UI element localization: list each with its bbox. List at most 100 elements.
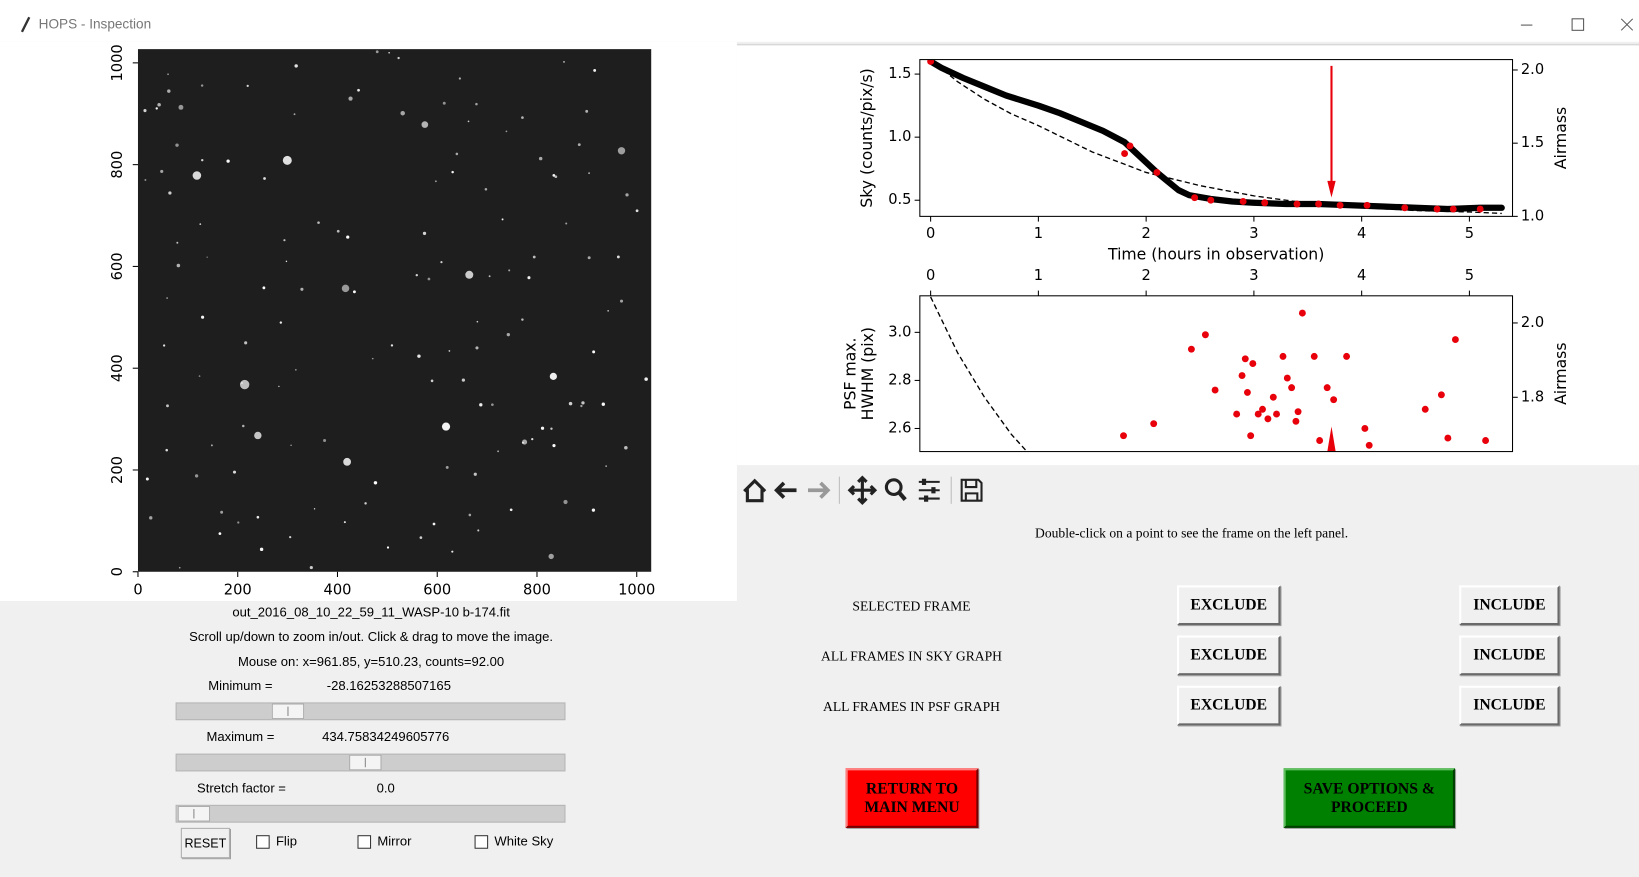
data-point	[1273, 411, 1280, 418]
exclude-button[interactable]: EXCLUDE	[1177, 636, 1280, 676]
star	[475, 346, 478, 349]
minimum-label: Minimum =	[208, 678, 272, 693]
data-point	[1295, 408, 1302, 415]
x-axis-label: Time (hours in observation)	[1107, 245, 1324, 264]
star	[502, 218, 504, 220]
x-tick-label: 4	[1357, 225, 1366, 242]
y-axis-label: PSF max.	[840, 337, 859, 409]
star	[280, 321, 282, 323]
star	[149, 516, 152, 519]
star	[521, 318, 523, 320]
star	[144, 179, 146, 181]
star	[376, 50, 379, 53]
reset-button[interactable]: RESET	[181, 828, 230, 858]
star	[247, 85, 249, 87]
star	[166, 297, 168, 299]
exclude-button[interactable]: EXCLUDE	[1177, 686, 1280, 726]
checkbox-label: Mirror	[377, 834, 411, 849]
star	[353, 290, 356, 293]
y-tick-label: 0	[109, 567, 126, 576]
window-title: HOPS - Inspection	[39, 17, 151, 32]
data-point	[1153, 169, 1160, 176]
home-tool[interactable]	[744, 481, 765, 501]
data-point	[1311, 353, 1318, 360]
x-tick-label: 2	[1141, 267, 1150, 284]
save-button[interactable]: SAVE OPTIONS & PROCEED	[1284, 768, 1455, 828]
star	[165, 449, 168, 452]
x-tick-label: 400	[324, 582, 352, 599]
back-tool[interactable]	[777, 483, 797, 498]
star	[440, 261, 442, 263]
star	[588, 256, 591, 259]
star	[201, 159, 203, 161]
data-point	[1337, 202, 1344, 209]
star	[167, 73, 169, 75]
slider-thumb[interactable]	[272, 703, 304, 719]
stretch-value: 0.0	[377, 781, 395, 796]
star	[451, 171, 453, 173]
sky-image[interactable]	[138, 49, 651, 572]
star	[550, 373, 557, 380]
star	[254, 432, 261, 439]
star	[177, 264, 181, 268]
star	[474, 473, 477, 476]
return-button[interactable]: RETURN TO MAIN MENU	[846, 768, 979, 828]
data-point	[1280, 353, 1287, 360]
include-button[interactable]: INCLUDE	[1459, 585, 1559, 625]
hint: Double-click on a point to see the frame…	[1035, 525, 1348, 542]
white-sky-checkbox[interactable]: White Sky	[475, 834, 554, 849]
data-point	[1120, 432, 1127, 439]
star	[289, 536, 291, 538]
data-point	[1434, 206, 1441, 213]
save-tool[interactable]	[962, 480, 982, 501]
include-button[interactable]: INCLUDE	[1459, 636, 1559, 676]
flip-checkbox[interactable]: Flip	[256, 834, 297, 849]
stretch-slider[interactable]	[176, 805, 566, 823]
exclude-button[interactable]: EXCLUDE	[1177, 585, 1280, 625]
slider-thumb[interactable]	[349, 755, 381, 771]
star	[443, 102, 446, 105]
star	[592, 509, 595, 512]
star	[550, 428, 552, 430]
y2-tick-label: 1.8	[1521, 388, 1544, 405]
star	[168, 191, 171, 194]
star	[423, 232, 426, 235]
star	[240, 380, 249, 389]
star	[416, 274, 418, 276]
zoom-tool[interactable]	[886, 480, 901, 495]
minimum-slider[interactable]	[176, 702, 566, 720]
star	[442, 423, 450, 431]
star	[607, 310, 608, 311]
star	[263, 177, 266, 180]
maximum-value: 434.75834249605776	[322, 730, 449, 745]
mirror-checkbox[interactable]: Mirror	[357, 834, 411, 849]
star	[156, 107, 158, 109]
star	[343, 458, 351, 466]
pan-tool[interactable]	[850, 478, 875, 503]
data-point	[1127, 143, 1134, 150]
star	[569, 402, 573, 406]
data-point	[1150, 420, 1157, 427]
star	[446, 466, 449, 469]
forward-tool[interactable]	[808, 483, 828, 498]
star	[620, 300, 623, 303]
star	[431, 380, 434, 383]
y-tick-label: 800	[109, 151, 126, 179]
data-point	[1261, 199, 1268, 206]
data-point	[1438, 391, 1445, 398]
star	[193, 171, 202, 180]
y-tick-label: 0.5	[888, 191, 911, 208]
y-tick-label: 2.6	[888, 419, 911, 436]
data-point	[1401, 204, 1408, 211]
data-point	[1444, 435, 1451, 442]
star	[625, 193, 628, 196]
star	[521, 116, 524, 119]
slider-thumb[interactable]	[178, 806, 210, 822]
maximum-slider[interactable]	[176, 754, 566, 772]
star	[636, 209, 639, 212]
star	[176, 242, 178, 244]
data-point	[1361, 425, 1368, 432]
include-button[interactable]: INCLUDE	[1459, 686, 1559, 726]
star	[357, 89, 360, 92]
star	[451, 551, 453, 553]
